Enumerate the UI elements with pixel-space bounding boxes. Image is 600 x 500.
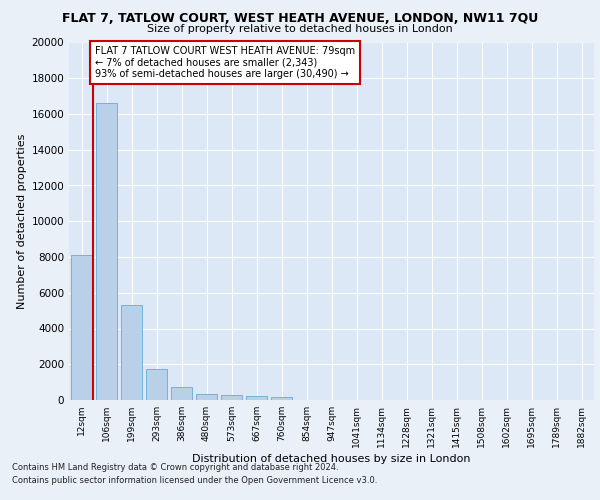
Bar <box>96 104 117 400</box>
Text: FLAT 7, TATLOW COURT, WEST HEATH AVENUE, LONDON, NW11 7QU: FLAT 7, TATLOW COURT, WEST HEATH AVENUE,… <box>62 12 538 26</box>
Bar <box>121 306 142 400</box>
Bar <box>271 397 292 400</box>
X-axis label: Distribution of detached houses by size in London: Distribution of detached houses by size … <box>192 454 471 464</box>
Text: Contains public sector information licensed under the Open Government Licence v3: Contains public sector information licen… <box>12 476 377 485</box>
Bar <box>246 396 267 400</box>
Bar <box>146 368 167 400</box>
Bar <box>196 394 217 400</box>
Y-axis label: Number of detached properties: Number of detached properties <box>17 134 27 309</box>
Bar <box>71 255 92 400</box>
Text: Size of property relative to detached houses in London: Size of property relative to detached ho… <box>147 24 453 34</box>
Text: FLAT 7 TATLOW COURT WEST HEATH AVENUE: 79sqm
← 7% of detached houses are smaller: FLAT 7 TATLOW COURT WEST HEATH AVENUE: 7… <box>95 46 355 80</box>
Text: Contains HM Land Registry data © Crown copyright and database right 2024.: Contains HM Land Registry data © Crown c… <box>12 464 338 472</box>
Bar <box>171 388 192 400</box>
Bar <box>221 395 242 400</box>
